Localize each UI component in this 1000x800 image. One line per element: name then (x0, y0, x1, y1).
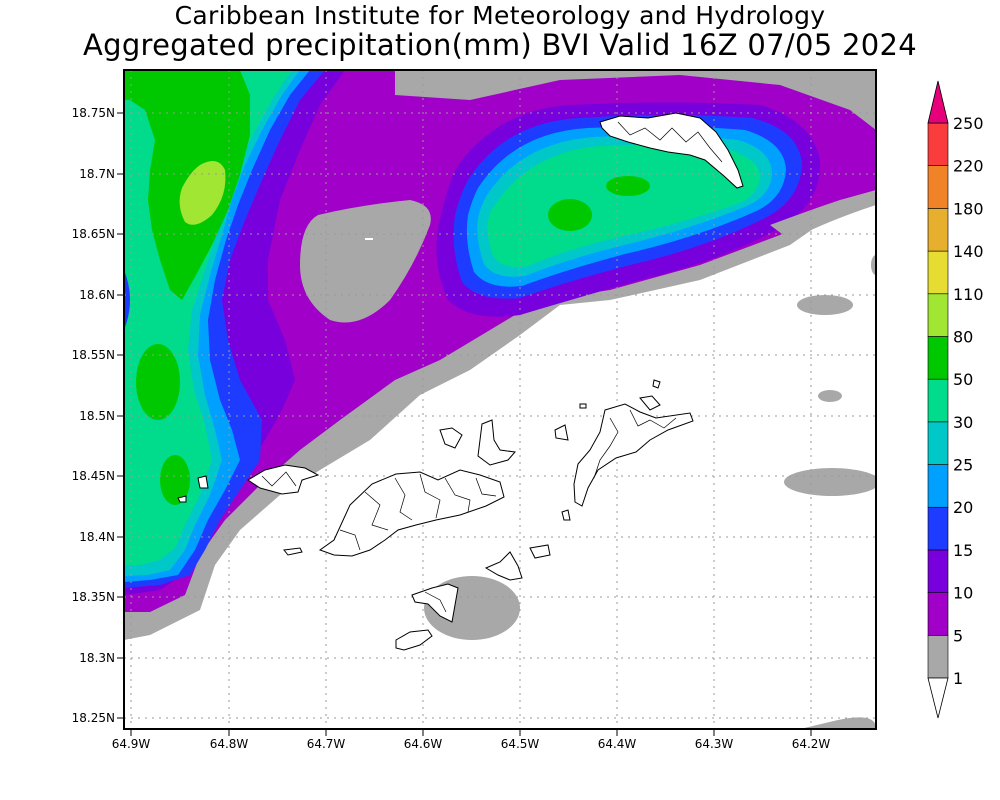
grid (124, 70, 876, 729)
map-subtitle: Aggregated precipitation(mm) BVI Valid 1… (82, 28, 918, 62)
colorbar-label: 220 (953, 157, 984, 176)
colorbar-label: 250 (953, 114, 984, 133)
lat-tick-label: 18.3N (79, 651, 115, 665)
island-jost-van-dyke (247, 464, 320, 495)
precip-contour-darkgreen (160, 455, 190, 505)
island-cays-small (395, 629, 433, 651)
lat-tick-label: 18.55N (72, 348, 115, 362)
precip-contour-gray (797, 295, 853, 315)
lat-tick-label: 18.65N (72, 227, 115, 241)
island-cays-small (554, 424, 569, 441)
island-tortola (318, 469, 505, 557)
precip-field (124, 70, 876, 729)
precip-contour-gray (871, 255, 876, 275)
colorbar-label: 80 (953, 327, 973, 346)
colorbar-swatch (927, 549, 949, 593)
colorbar-swatch (927, 464, 949, 508)
lat-tick-label: 18.45N (72, 469, 115, 483)
island-cays-small (529, 544, 551, 559)
lon-tick-label: 64.2W (792, 737, 831, 751)
lon-tick-label: 64.8W (210, 737, 249, 751)
island-virgin-gorda (573, 403, 694, 507)
map-title: Caribbean Institute for Meteorology and … (0, 1, 1000, 62)
precip-contour-gray (300, 200, 431, 323)
colorbar-swatch (927, 592, 949, 636)
colorbar-swatch (927, 208, 949, 252)
lon-tick-label: 64.7W (307, 737, 346, 751)
island-cays-small (197, 475, 209, 489)
lon-tick-label: 64.5W (501, 737, 540, 751)
precip-contour-darkgreen (548, 199, 592, 231)
colorbar-swatch (927, 635, 949, 679)
colorbar-bottom-arrow (927, 677, 949, 719)
precip-contour-gray (784, 468, 876, 496)
precip-contour-darkgreen (136, 344, 180, 420)
colorbar-swatch (927, 421, 949, 465)
precip-contour-darkgreen (124, 70, 158, 78)
islands (177, 112, 744, 651)
colorbar-swatch (927, 378, 949, 423)
colorbar-label: 140 (953, 242, 984, 261)
island-district-lines (261, 121, 723, 613)
lat-tick-label: 18.25N (72, 711, 115, 725)
lat-tick-label: 18.75N (72, 106, 115, 120)
island-cays-small (477, 419, 516, 466)
colorbar-label: 5 (953, 626, 963, 645)
colorbar-label: 110 (953, 285, 984, 304)
island-cays-small (177, 495, 187, 503)
lat-tick-label: 18.7N (79, 167, 115, 181)
lon-axis: 64.9W 64.8W 64.7W 64.6W 64.5W 64.4W 64.3… (112, 729, 831, 751)
colorbar-top-arrow (927, 80, 949, 124)
lon-tick-label: 64.6W (404, 737, 443, 751)
island-cays-small (652, 379, 661, 389)
island-cays-south (411, 583, 459, 623)
island-cays-small (639, 395, 661, 411)
precip-contour-gray (818, 390, 842, 402)
colorbar-label: 25 (953, 456, 973, 475)
island-cays-small (561, 509, 571, 521)
island-cays-small (283, 547, 303, 556)
island-anegada (599, 112, 744, 189)
map-marker (365, 238, 373, 240)
island-cays-small (439, 427, 463, 449)
colorbar-label: 50 (953, 370, 973, 389)
precip-contour-darkgreen (606, 176, 650, 196)
colorbar-swatch (927, 506, 949, 551)
plot-frame (123, 69, 877, 730)
lat-tick-label: 18.35N (72, 590, 115, 604)
colorbar-label: 180 (953, 199, 984, 218)
institute-title: Caribbean Institute for Meteorology and … (174, 1, 826, 30)
precip-contour-green (487, 144, 760, 267)
colorbar-label: 10 (953, 584, 973, 603)
colorbar-swatch (927, 336, 949, 380)
colorbar-label: 15 (953, 541, 973, 560)
island-cays-small (484, 551, 523, 581)
lon-tick-label: 64.3W (695, 737, 734, 751)
precip-contour-lime (179, 161, 226, 225)
precip-contour-gray (800, 717, 876, 729)
colorbar-swatch (927, 250, 949, 295)
lat-tick-label: 18.5N (79, 409, 115, 423)
island-cays-small (579, 403, 587, 409)
colorbar-label: 30 (953, 413, 973, 432)
precip-contour-blue (124, 270, 130, 330)
colorbar-label: 1 (953, 669, 963, 688)
colorbar-label: 20 (953, 498, 973, 517)
colorbar-swatch (927, 165, 949, 209)
precip-contour-gray (770, 195, 876, 240)
lon-tick-label: 64.4W (598, 737, 637, 751)
lat-axis: 18.75N 18.7N 18.65N 18.6N 18.55N 18.5N 1… (72, 106, 124, 725)
colorbar-swatch (927, 122, 949, 166)
lat-tick-label: 18.6N (79, 288, 115, 302)
colorbar-swatch (927, 293, 949, 337)
lon-tick-label: 64.9W (112, 737, 151, 751)
lat-tick-label: 18.4N (79, 530, 115, 544)
